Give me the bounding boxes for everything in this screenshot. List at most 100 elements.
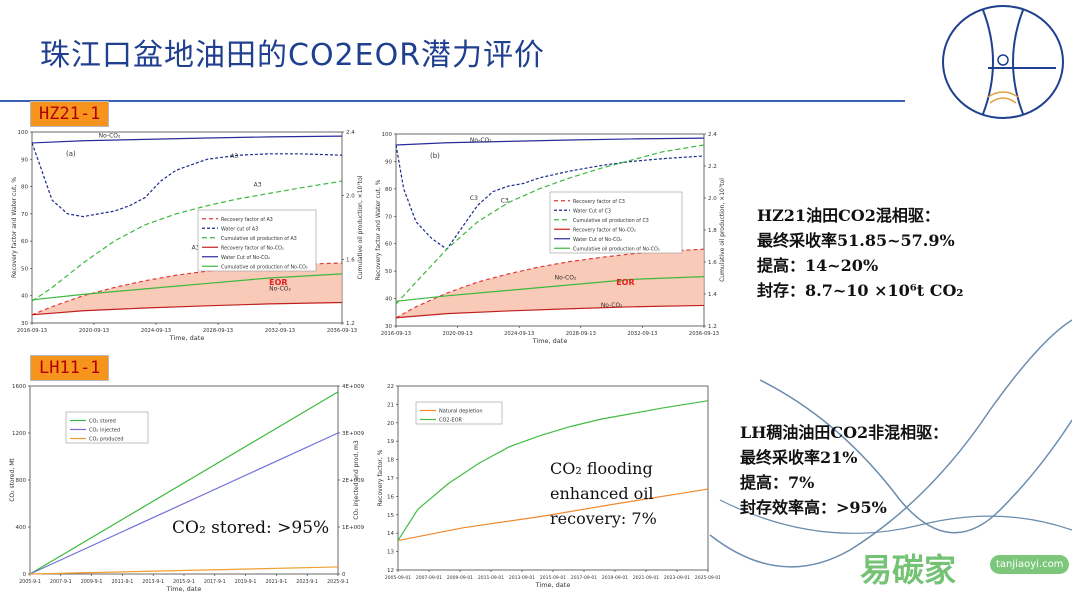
x-tick-label: 2036-09-13 [327,328,357,334]
page-title: 珠江口盆地油田的CO2EOR潜力评价 [40,38,546,73]
overlay-flood-line-1: CO₂ flooding [550,459,653,478]
y-tick-label: 100 [18,130,29,136]
y2-tick-label: 1.2 [346,321,355,327]
x-tick-label: 2025-09-01 [695,575,720,581]
logo-dot [997,54,1009,66]
series-line [397,400,709,541]
note-lh11-line-3: 提高：7% [740,473,815,492]
legend-label: Cumulative oil production of C3 [573,218,649,224]
x-tick-label: 2009-9-1 [81,579,103,585]
title-divider [0,100,905,102]
series-line [395,248,705,319]
series-line [395,304,705,319]
y-tick-label: 22 [387,384,394,390]
y2-tick-label: 2.4 [346,130,355,136]
overlay-co2-stored: CO₂ stored: >95% [172,518,330,538]
x-tick-label: 2017-09-01 [571,575,597,581]
brand-watermark: 易碳家 [860,551,957,589]
x-axis-label: Time, date [532,337,568,345]
legend-box [197,209,317,272]
chart-annotation: EOR [616,278,634,287]
overlay-flood-line-3: recovery: 7% [550,509,657,528]
background-curves [709,319,1072,568]
x-tick-label: 2007-09-01 [416,575,442,581]
y-tick-label: 800 [16,478,27,484]
x-tick-label: 2015-09-01 [540,575,566,581]
series-line [29,432,339,575]
chart-hz21-b: 30 40 50 60 70 80 90 100 1.2 1.4 1.6 1.8 2.0 2.2 2.4 20… [375,132,726,345]
x-tick-label: 2024-09-13 [141,328,171,334]
x-tick-label: 2011-9-1 [112,579,134,585]
x-tick-label: 2025-9-1 [327,579,349,585]
x-tick-label: 2020-09-13 [79,328,109,334]
y2-tick-label: 0 [342,572,346,578]
chart-annotation: A3 [192,244,200,251]
x-tick-label: 2023-9-1 [296,579,318,585]
legend-label: CO₂ produced [89,437,124,443]
y2-tick-label: 1.6 [346,257,355,263]
legend-label: Water Cut of C3 [573,208,611,214]
chart-hz21-a: 30 40 50 60 70 80 90 100 1.2 1.6 2.0 2.4 2016-09-13 2… [11,130,364,342]
y-tick-label: 14 [387,531,394,537]
legend-label: CO₂ stored [89,419,116,425]
y-tick-label: 1600 [12,384,26,390]
legend-label: CO₂ injected [89,428,120,434]
plot-frame [31,131,343,324]
legend-label: CO2-EOR [439,418,463,424]
bg-curve-2 [759,379,1072,534]
legend-label: Water Cut of No-CO₂ [573,237,622,243]
note-lh11-line-2: 最终采收率21% [740,448,858,467]
y-tick-label: 70 [21,212,28,218]
legend-label: Recovery factor of No-CO₂ [573,227,636,233]
series-line [31,301,343,316]
eor-region [32,262,342,315]
y-tick-label: 20 [387,421,394,427]
x-tick-label: 2005-9-1 [19,579,41,585]
y-tick-label: 12 [387,568,394,574]
logo-ring [942,5,1064,119]
x-tick-label: 2028-09-13 [203,328,233,334]
chart-lh11-co2: 0 400 800 1200 1600 0 1E+009 2E+009 3E+009 4E+009… [9,384,365,593]
series-line [31,180,343,302]
x-tick-label: 2021-09-01 [633,575,659,581]
y2-tick-label: 2E+009 [342,478,365,484]
note-hz21: HZ21油田CO2混相驱： 最终采收率51.85~57.9% 提高：14~20%… [757,203,963,303]
chart-annotation: C3 [470,195,478,202]
x-tick-label: 2016-09-13 [17,328,47,334]
y-tick-label: 50 [385,269,392,275]
x-tick-label: 2019-9-1 [235,579,257,585]
y-tick-label: 30 [21,321,28,327]
chart-annotation: C3 [501,198,509,205]
overlay-flood-line-2: enhanced oil [550,484,654,503]
note-lh11-line-4: 封存效率高：>95% [740,498,887,517]
chart-annotation: No-CO₂ [601,302,623,309]
y-tick-label: 30 [385,324,392,330]
y-axis-label: Recovery factor, % [377,449,384,506]
y2-axis-label: Cumulative oil production, ×10⁷tol [357,175,364,279]
eor-region [396,249,704,318]
y-tick-label: 60 [21,239,28,245]
y2-tick-label: 1E+009 [342,525,365,531]
panel-label: (b) [430,152,440,160]
y-tick-label: 19 [387,439,394,445]
x-axis-label: Time, date [535,581,571,589]
section-tag-lh11: LH11-1 [30,355,110,381]
chart-annotation: A3 [230,153,238,160]
y-tick-label: 400 [16,525,27,531]
legend-label: Recovery factor of No-CO₂ [221,245,284,251]
legend-label: Recovery factor of C3 [573,199,625,205]
note-hz21-line-4: 封存：8.7~10 ×10⁶t CO₂ [757,281,964,300]
x-tick-label: 2015-9-1 [173,579,195,585]
bg-curve-1 [709,319,1072,568]
x-axis-label: Time, date [166,585,202,593]
legend-label: Natural depletion [439,409,483,415]
x-tick-label: 2013-09-01 [509,575,535,581]
note-hz21-line-1: HZ21油田CO2混相驱： [757,206,940,225]
overlay-co2-flooding: CO₂ flooding enhanced oil recovery: 7% [550,456,657,531]
x-tick-label: 2028-09-13 [566,331,596,337]
legend-box [415,401,503,425]
x-tick-label: 2023-09-01 [664,575,690,581]
y-tick-label: 17 [387,476,394,482]
climate-environment-logo [942,5,1064,119]
logo-curve-left [982,9,994,115]
